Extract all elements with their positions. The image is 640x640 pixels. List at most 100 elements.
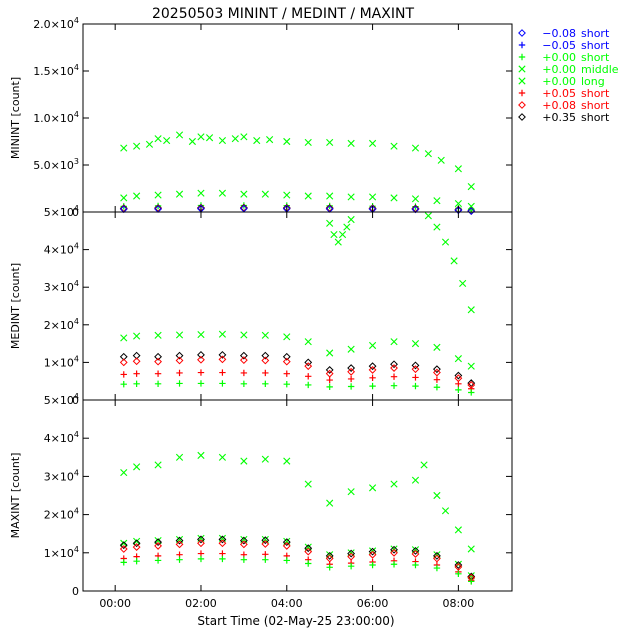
data-point [176,380,183,387]
data-point [338,230,347,239]
data-point [454,561,463,569]
data-point [412,374,419,381]
data-point [197,189,205,197]
data-point [347,549,356,558]
data-point [282,357,291,366]
data-point [368,366,377,374]
data-point [368,547,377,556]
series-maxint-3 [119,539,476,582]
data-point [347,552,356,561]
data-point [412,561,419,569]
legend-offset: −0.08 [542,27,576,40]
data-point [454,371,463,380]
data-point [326,138,334,147]
series-maxint-1 [120,534,475,580]
data-point [347,375,355,383]
data-point [262,380,269,388]
x-tick-label: 08:00 [443,597,475,610]
legend-marker [518,41,526,49]
y-tick-label: 0 [72,394,79,407]
data-point [154,370,162,377]
data-point [467,306,475,314]
data-point [262,556,269,563]
data-point [188,137,196,146]
series-maxint-0 [120,451,475,553]
data-point [261,190,269,198]
data-point [411,340,420,348]
data-point [145,140,154,148]
y-axis-label: MAXINT [count] [9,453,22,539]
data-point [175,190,184,198]
data-point [197,380,205,387]
data-point [239,540,248,549]
data-point [261,331,269,339]
data-point [390,360,398,369]
legend-kind: short [581,51,610,64]
panel-minint-frame [82,23,513,213]
panel-maxint-frame [82,399,513,592]
y-tick-label: 3×104 [44,279,79,294]
data-point [347,139,355,147]
legend-marker [518,29,526,37]
panel-minint: 0 5.0×103 1.0×104 1.5×104 2.0×104 MININT [cou… [9,16,513,219]
series-minint-0 [120,131,475,191]
data-point [120,539,128,547]
data-point [433,564,441,572]
data-point [132,539,141,548]
data-point [411,195,420,203]
data-point [218,136,227,145]
legend-kind: long [581,75,605,88]
data-point [218,330,227,338]
data-point [282,542,291,550]
data-point [437,156,445,164]
data-point [176,369,183,377]
legend-entry: +0.05 short [518,87,610,100]
data-point [175,351,184,360]
data-point [132,357,141,366]
panel-medint-data [119,212,476,396]
legend-kind: short [581,111,610,124]
data-point [197,350,205,359]
chart-legend: −0.08 short −0.05 short +0.00 short +0.00 middl… [518,27,619,124]
panel-medint: 0 1×104 2×104 3×104 4×104 5×104 MEDINT [count] [9,204,513,407]
data-point [283,557,290,564]
data-point [433,554,441,563]
data-point [304,192,312,200]
y-tick-label: 1×104 [44,545,79,560]
y-tick-label: 2×104 [44,507,79,522]
data-point [240,369,248,377]
data-point [411,546,420,555]
data-point [455,570,462,578]
data-point [133,192,141,200]
data-point [390,194,398,202]
data-point [218,539,227,548]
data-point [305,373,312,380]
data-point [304,547,313,556]
data-point [176,556,183,563]
data-point [154,191,162,199]
data-point [197,451,205,459]
series-maxint-5 [120,555,475,585]
data-point [154,352,162,361]
legend-entry: +0.00 long [518,75,605,88]
legend-offset: −0.05 [542,39,576,52]
data-point [467,545,475,553]
y-tick-label: 3×104 [44,468,79,483]
data-point [154,538,162,547]
series-medint-1 [424,212,475,314]
data-point [133,558,140,565]
data-point [455,380,462,388]
data-point [239,351,248,360]
data-point [120,371,127,378]
data-point [154,135,162,143]
data-point [261,536,270,545]
data-point [326,349,334,357]
data-point [433,343,441,351]
data-point [467,183,475,191]
data-point [433,551,441,560]
y-tick-label: 5×104 [44,392,79,407]
data-point [154,461,162,469]
data-point [197,330,205,339]
x-tick-label: 00:00 [99,597,131,610]
data-point [368,362,377,371]
